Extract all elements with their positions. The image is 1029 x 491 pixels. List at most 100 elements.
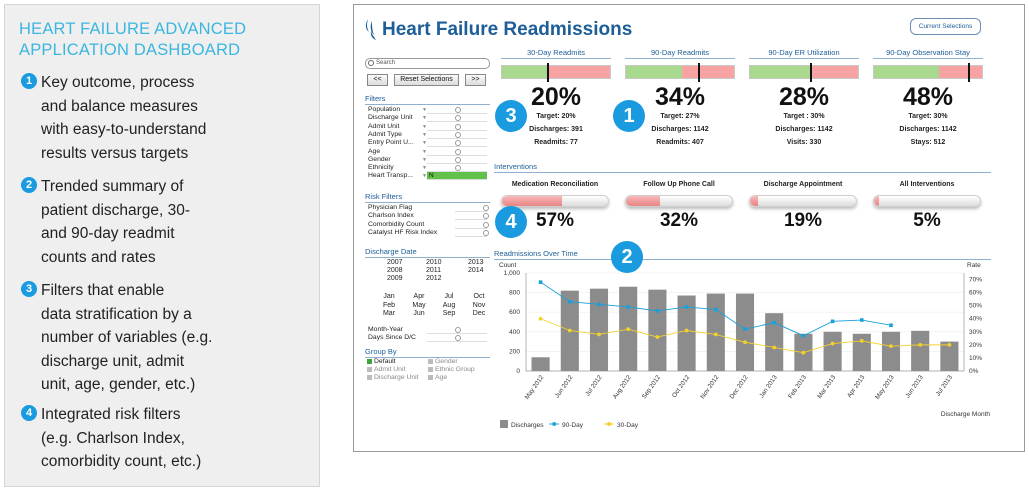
right-tick-label: 60%: [969, 290, 982, 297]
dropdown-arrow-icon[interactable]: ▼: [422, 148, 427, 155]
prev-button[interactable]: <<: [367, 74, 388, 86]
search-input[interactable]: Search: [365, 58, 490, 69]
intervention-card: Medication Reconciliation 57%: [501, 180, 609, 232]
days-since-filter[interactable]: Days Since D/C: [365, 334, 490, 342]
info-number-badge: 3: [21, 281, 37, 297]
dropdown-arrow-icon[interactable]: ▼: [422, 131, 427, 138]
year-option[interactable]: 2011: [426, 267, 442, 274]
month-year-filter[interactable]: Month-Year: [365, 326, 490, 334]
risk-filter-row[interactable]: Physician Flag: [365, 204, 490, 212]
filter-row[interactable]: Age ▼: [365, 148, 490, 156]
rate-90-day-point: [830, 319, 835, 324]
risk-filter-value[interactable]: [455, 204, 489, 212]
filter-row[interactable]: Entry Point U... ▼: [365, 139, 490, 148]
risk-filter-value[interactable]: [455, 221, 489, 229]
year-option[interactable]: 2012: [426, 275, 442, 282]
group-by-square-icon: [367, 374, 372, 380]
legend-90-day-label: 90-Day: [562, 422, 584, 429]
info-text-line: number of variables (e.g.: [41, 329, 213, 346]
filter-label: Admit Unit: [368, 122, 400, 130]
filter-row[interactable]: Admit Unit ▼: [365, 123, 490, 131]
filter-selected-value: N: [429, 172, 434, 180]
month-option[interactable]: Feb: [382, 301, 396, 309]
kpi-detail: Stays: 512: [910, 139, 946, 146]
year-option[interactable]: 2014: [468, 267, 484, 274]
year-option[interactable]: 2009: [387, 275, 403, 282]
filter-value[interactable]: [427, 139, 487, 148]
intervention-progress-bar: [625, 195, 733, 207]
risk-filter-row[interactable]: Charlson Index: [365, 212, 490, 221]
risk-filter-row[interactable]: Catalyst HF Risk Index: [365, 229, 490, 237]
month-option[interactable]: Mar: [382, 310, 396, 317]
next-button[interactable]: >>: [465, 74, 486, 86]
intervention-value: 32%: [659, 210, 699, 231]
kpi-title: 90-Day Readmits: [625, 47, 735, 59]
dropdown-arrow-icon[interactable]: ▼: [422, 123, 427, 130]
filter-row[interactable]: Gender ▼: [365, 156, 490, 164]
dropdown-arrow-icon[interactable]: ▼: [422, 107, 427, 113]
month-option[interactable]: Jan: [383, 293, 395, 300]
month-option[interactable]: Sep: [442, 310, 456, 317]
reset-selections-button[interactable]: Reset Selections: [394, 74, 459, 86]
group-by-option[interactable]: Discharge Unit: [367, 374, 419, 381]
month-option[interactable]: Jun: [413, 310, 425, 317]
month-option[interactable]: Aug: [442, 301, 456, 309]
year-option[interactable]: 2013: [468, 259, 484, 266]
year-option[interactable]: 2007: [387, 259, 403, 266]
intervention-progress-bar: [873, 195, 981, 207]
month-option[interactable]: Apr: [413, 293, 425, 300]
group-by-option[interactable]: Age: [428, 374, 447, 381]
filter-value[interactable]: [427, 156, 487, 164]
x-tick-label: Sep 2012: [641, 374, 662, 401]
filter-row[interactable]: Heart Transp... ▼ N: [365, 172, 490, 181]
group-by-square-icon: [367, 366, 372, 372]
days-since-value[interactable]: [427, 334, 487, 342]
kpi-title: 90-Day Observation Stay: [873, 47, 983, 59]
rate-90-day-point: [772, 320, 776, 325]
risk-filter-value[interactable]: [455, 229, 489, 237]
filter-row[interactable]: Admit Type ▼: [365, 131, 490, 139]
filter-value[interactable]: N: [427, 172, 487, 181]
right-tick-label: 20%: [969, 342, 982, 349]
dropdown-arrow-icon[interactable]: ▼: [422, 173, 427, 180]
group-by-square-icon: [428, 366, 433, 372]
filter-value[interactable]: [427, 106, 487, 114]
risk-filter-value[interactable]: [455, 212, 489, 221]
info-text-line: Key outcome, process: [41, 74, 195, 91]
month-option[interactable]: May: [412, 301, 426, 309]
month-option[interactable]: Jul: [444, 293, 454, 300]
group-by-option[interactable]: Ethnic Group: [428, 366, 475, 373]
month-option[interactable]: Dec: [472, 310, 486, 317]
filter-value[interactable]: [427, 164, 487, 173]
risk-filter-label: Catalyst HF Risk Index: [368, 228, 438, 236]
kpi-gauge-bar: [749, 63, 859, 82]
month-option[interactable]: Oct: [473, 293, 485, 300]
rate-30-day-point: [713, 332, 718, 337]
filter-row[interactable]: Population ▼: [365, 106, 490, 114]
current-selections-button[interactable]: Current Selections: [910, 18, 981, 35]
dropdown-arrow-icon[interactable]: ▼: [422, 140, 427, 147]
group-by-option[interactable]: Gender: [428, 358, 458, 365]
group-by-option[interactable]: Default: [367, 358, 396, 365]
filter-value[interactable]: [427, 123, 487, 131]
dropdown-arrow-icon[interactable]: ▼: [422, 156, 427, 163]
intervention-progress-fill: [626, 196, 660, 206]
group-by-option[interactable]: Admit Unit: [367, 366, 405, 373]
risk-filter-row[interactable]: Comorbidity Count: [365, 221, 490, 229]
filter-row[interactable]: Ethnicity ▼: [365, 164, 490, 173]
dropdown-arrow-icon[interactable]: ▼: [422, 165, 427, 172]
rate-90-day-point: [801, 333, 806, 338]
month-year-value[interactable]: [427, 326, 487, 334]
year-option[interactable]: 2010: [426, 259, 442, 266]
group-by-label: Ethnic Group: [435, 366, 475, 373]
filter-label: Population: [368, 106, 401, 113]
dropdown-arrow-icon[interactable]: ▼: [422, 115, 427, 122]
month-option[interactable]: Nov: [472, 301, 486, 309]
filter-value[interactable]: [427, 148, 487, 156]
year-option[interactable]: 2008: [387, 267, 403, 274]
filter-value[interactable]: [427, 114, 487, 123]
group-by-label: Discharge Unit: [374, 374, 419, 381]
filter-row[interactable]: Discharge Unit ▼: [365, 114, 490, 123]
filter-value[interactable]: [427, 131, 487, 139]
legend-90-day-marker: [552, 422, 556, 426]
